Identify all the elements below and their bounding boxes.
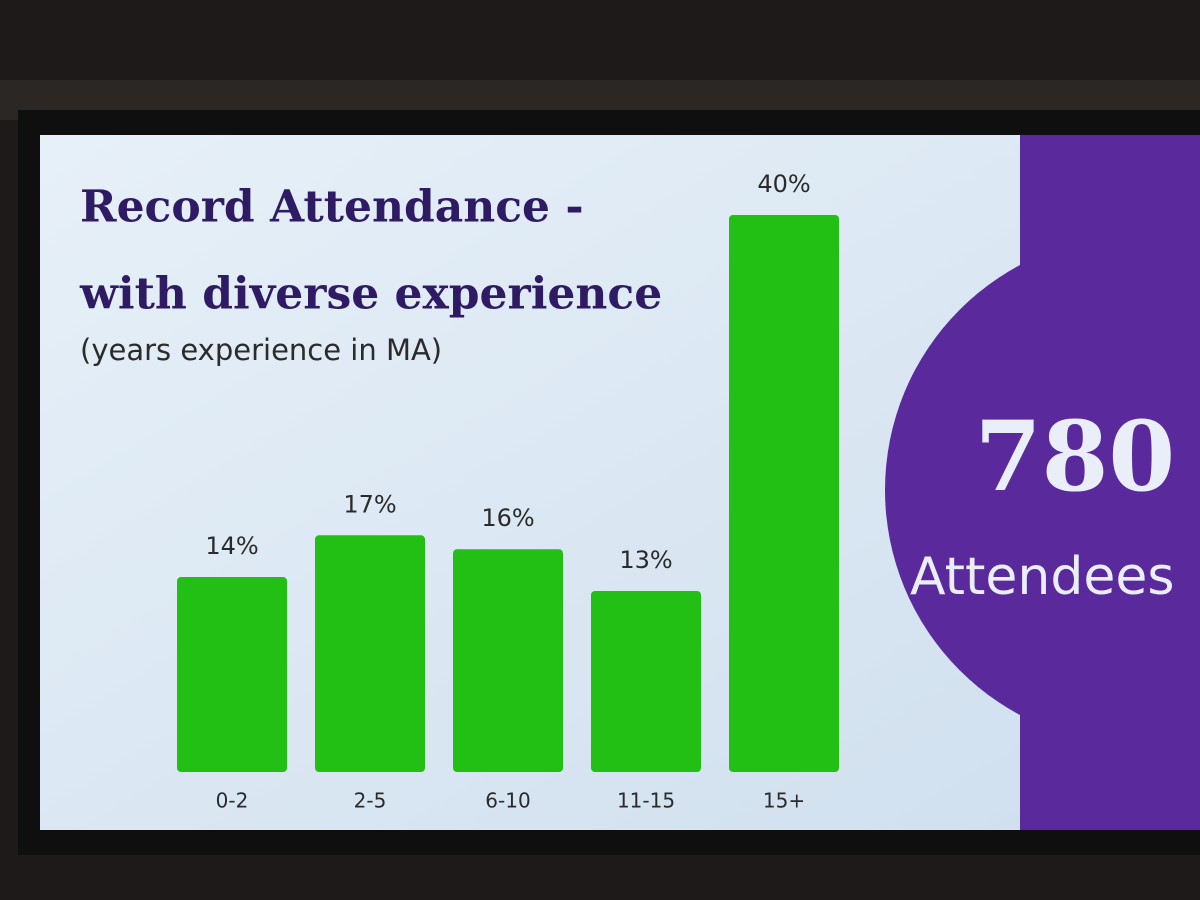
bar bbox=[729, 215, 839, 772]
value-label: 14% bbox=[205, 532, 258, 560]
purple-panel bbox=[1020, 135, 1200, 830]
bar bbox=[177, 577, 287, 772]
chart-title: with diverse experience bbox=[79, 269, 662, 320]
bar bbox=[315, 535, 425, 772]
value-label: 16% bbox=[481, 504, 534, 532]
x-tick-label: 15+ bbox=[763, 789, 805, 813]
x-tick-label: 0-2 bbox=[216, 789, 249, 813]
x-tick-label: 11-15 bbox=[617, 789, 675, 813]
attendee-count: 780 bbox=[975, 400, 1175, 513]
chart-title: Record Attendance - bbox=[80, 182, 584, 233]
x-tick-label: 2-5 bbox=[354, 789, 387, 813]
chart-subtitle: (years experience in MA) bbox=[80, 333, 442, 367]
value-label: 40% bbox=[757, 170, 810, 198]
attendee-label: Attendees bbox=[910, 547, 1174, 607]
value-label: 13% bbox=[619, 546, 672, 574]
bar bbox=[453, 549, 563, 772]
value-label: 17% bbox=[343, 490, 396, 518]
bar bbox=[591, 590, 701, 772]
x-tick-label: 6-10 bbox=[485, 789, 530, 813]
